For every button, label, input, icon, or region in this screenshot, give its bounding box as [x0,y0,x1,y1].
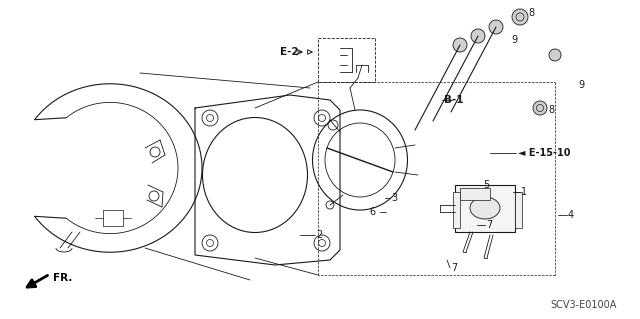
Polygon shape [455,185,515,232]
Text: 9: 9 [578,80,584,90]
Text: 2: 2 [316,230,323,240]
Text: 7: 7 [486,220,492,230]
Text: 7: 7 [451,263,457,273]
Text: SCV3-E0100A: SCV3-E0100A [550,300,616,310]
Text: 8: 8 [528,8,534,18]
Circle shape [489,20,503,34]
Polygon shape [460,188,490,200]
Text: 6: 6 [369,207,375,217]
Text: 4: 4 [568,210,574,220]
Circle shape [533,101,547,115]
Polygon shape [453,192,460,228]
Text: E-2: E-2 [280,47,299,57]
Text: 1: 1 [521,187,527,197]
Text: 3: 3 [391,193,397,203]
Text: B-1: B-1 [444,95,463,105]
Circle shape [512,9,528,25]
Text: 9: 9 [511,35,517,45]
Text: ◄ E-15-10: ◄ E-15-10 [518,148,570,158]
Circle shape [471,29,485,43]
Polygon shape [515,192,522,228]
Ellipse shape [470,197,500,219]
Text: 8: 8 [548,105,554,115]
Circle shape [549,49,561,61]
Text: 5: 5 [483,180,489,190]
Circle shape [453,38,467,52]
Text: FR.: FR. [53,273,72,283]
